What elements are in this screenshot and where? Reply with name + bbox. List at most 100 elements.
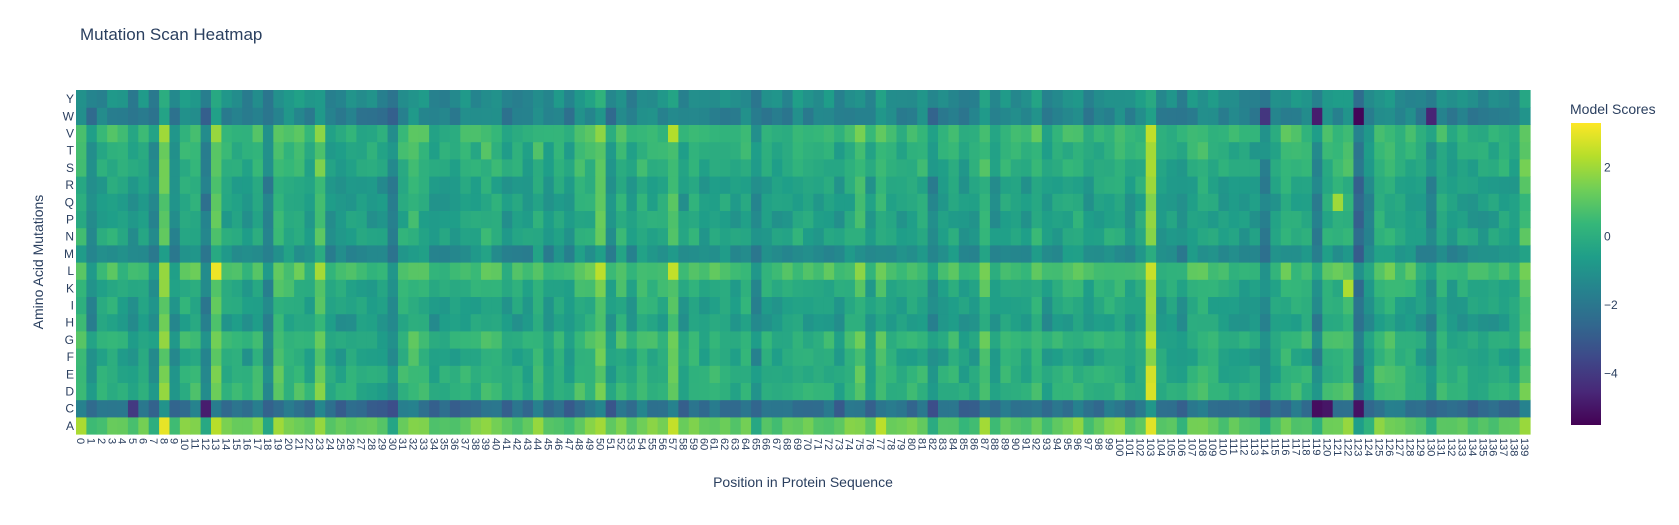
heatmap-cell bbox=[325, 365, 337, 383]
heatmap-cell bbox=[875, 416, 887, 435]
heatmap-cell bbox=[647, 227, 659, 246]
heatmap-cell bbox=[553, 348, 565, 366]
heatmap-cell bbox=[1010, 296, 1022, 315]
heatmap-cell bbox=[543, 158, 555, 177]
heatmap-cell bbox=[335, 158, 347, 177]
heatmap-cell bbox=[636, 348, 648, 366]
heatmap-cell bbox=[1478, 330, 1490, 349]
heatmap-cell bbox=[1145, 262, 1157, 280]
heatmap-cell bbox=[595, 227, 607, 246]
heatmap-cell bbox=[138, 348, 150, 366]
heatmap-cell bbox=[1311, 313, 1323, 332]
heatmap-cell bbox=[657, 330, 669, 349]
heatmap-cell bbox=[1062, 365, 1074, 383]
heatmap-cell bbox=[148, 90, 160, 108]
heatmap-cell bbox=[1114, 296, 1126, 315]
heatmap-cell bbox=[231, 399, 243, 418]
heatmap-cell bbox=[667, 399, 679, 418]
x-tick-label: 40 bbox=[490, 438, 502, 450]
heatmap-cell bbox=[574, 382, 586, 401]
heatmap-cell bbox=[751, 365, 763, 383]
heatmap-cell bbox=[159, 141, 171, 160]
heatmap-cell bbox=[1166, 399, 1178, 418]
heatmap-cell bbox=[865, 262, 877, 280]
heatmap-cell bbox=[1384, 193, 1396, 211]
heatmap-cell bbox=[553, 313, 565, 332]
heatmap-cell bbox=[1280, 158, 1292, 177]
heatmap-cell bbox=[138, 399, 150, 418]
heatmap-cell bbox=[886, 158, 898, 177]
heatmap-cell bbox=[169, 348, 181, 366]
heatmap-cell bbox=[1000, 107, 1012, 125]
heatmap-cell bbox=[1311, 330, 1323, 349]
heatmap-cell bbox=[740, 279, 752, 297]
heatmap-cell bbox=[1259, 124, 1271, 143]
heatmap-cell bbox=[231, 107, 243, 125]
heatmap-cell bbox=[1000, 296, 1012, 315]
heatmap-cell bbox=[1093, 348, 1105, 366]
heatmap-cell bbox=[1239, 262, 1251, 280]
heatmap-cell bbox=[595, 210, 607, 229]
heatmap-cell bbox=[1197, 313, 1209, 332]
heatmap-cell bbox=[107, 193, 119, 211]
heatmap-cell bbox=[699, 313, 711, 332]
heatmap-cell bbox=[1519, 244, 1531, 263]
heatmap-cell bbox=[584, 279, 596, 297]
heatmap-cell bbox=[823, 210, 835, 229]
heatmap-cell bbox=[1446, 176, 1458, 194]
heatmap-cell bbox=[460, 90, 472, 108]
heatmap-cell bbox=[387, 279, 399, 297]
heatmap-cell bbox=[397, 158, 409, 177]
heatmap-cell bbox=[460, 158, 472, 177]
heatmap-cell bbox=[1384, 296, 1396, 315]
heatmap-cell bbox=[221, 313, 233, 332]
heatmap-cell bbox=[356, 176, 368, 194]
heatmap-cell bbox=[117, 330, 129, 349]
y-axis-title: Amino Acid Mutations bbox=[30, 195, 46, 330]
heatmap-cell bbox=[179, 176, 191, 194]
x-tick-label: 6 bbox=[137, 438, 149, 444]
heatmap-cell bbox=[1488, 193, 1500, 211]
heatmap-cell bbox=[273, 176, 285, 194]
heatmap-cell bbox=[1478, 313, 1490, 332]
heatmap-cell bbox=[522, 279, 534, 297]
heatmap-cell bbox=[605, 365, 617, 383]
heatmap-cell bbox=[751, 313, 763, 332]
heatmap-cell bbox=[1093, 279, 1105, 297]
heatmap-cell bbox=[294, 158, 306, 177]
heatmap-cell bbox=[439, 279, 451, 297]
heatmap-cell bbox=[532, 365, 544, 383]
heatmap-cell bbox=[792, 296, 804, 315]
heatmap-cell bbox=[1135, 176, 1147, 194]
heatmap-cell bbox=[76, 348, 87, 366]
heatmap-cell bbox=[740, 227, 752, 246]
heatmap-cell bbox=[1415, 348, 1427, 366]
heatmap-cell bbox=[346, 141, 358, 160]
heatmap-cell bbox=[1405, 365, 1417, 383]
heatmap-cell bbox=[1363, 124, 1375, 143]
heatmap-cell bbox=[481, 313, 493, 332]
heatmap-cell bbox=[917, 210, 929, 229]
heatmap-cell bbox=[1135, 416, 1147, 435]
heatmap-cell bbox=[792, 365, 804, 383]
heatmap-cell bbox=[117, 124, 129, 143]
heatmap-cell bbox=[294, 330, 306, 349]
heatmap-cell bbox=[938, 313, 949, 332]
heatmap-cell bbox=[979, 227, 991, 246]
heatmap-cell bbox=[751, 227, 763, 246]
heatmap-cell bbox=[366, 107, 378, 125]
heatmap-cell bbox=[751, 210, 763, 229]
heatmap-cell bbox=[1270, 107, 1282, 125]
heatmap-cell bbox=[439, 365, 451, 383]
heatmap-cell bbox=[304, 348, 316, 366]
heatmap-cell bbox=[377, 330, 389, 349]
heatmap-cell bbox=[387, 90, 399, 108]
heatmap-cell bbox=[532, 416, 544, 435]
heatmap-cell bbox=[481, 227, 493, 246]
heatmap-cell bbox=[844, 330, 856, 349]
heatmap-cell bbox=[294, 279, 306, 297]
x-tick-label: 92 bbox=[1030, 438, 1042, 450]
heatmap-cell bbox=[626, 107, 638, 125]
heatmap-cell bbox=[896, 124, 908, 143]
heatmap-cell bbox=[865, 296, 877, 315]
